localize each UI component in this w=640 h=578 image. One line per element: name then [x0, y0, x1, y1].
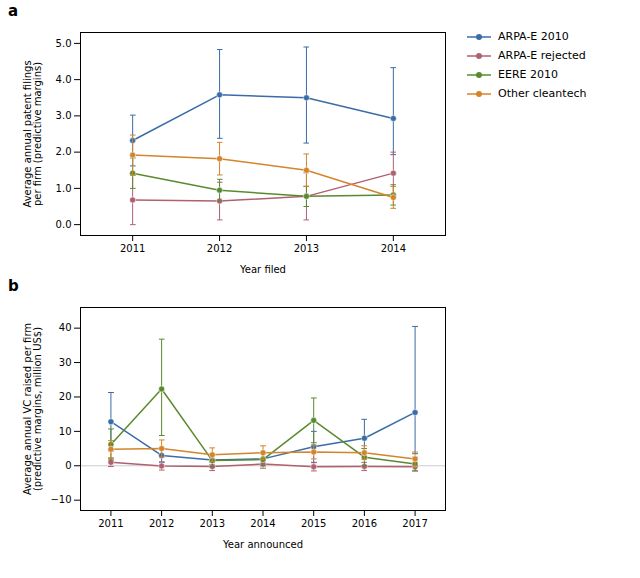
svg-text:3.0: 3.0 — [56, 110, 72, 121]
html-text:a: a — [8, 2, 19, 20]
svg-text:2015: 2015 — [301, 518, 326, 529]
svg-text:Average annual patent filingsp: Average annual patent filingsper firm (p… — [22, 60, 43, 207]
svg-text:0: 0 — [65, 460, 71, 471]
svg-text:Year filed: Year filed — [239, 264, 286, 275]
html-text:EERE 2010: EERE 2010 — [498, 68, 558, 81]
svg-text:Year announced: Year announced — [222, 539, 303, 550]
svg-text:2017: 2017 — [402, 518, 427, 529]
svg-text:2013: 2013 — [200, 518, 225, 529]
svg-text:2.0: 2.0 — [56, 146, 72, 157]
svg-text:2011: 2011 — [120, 243, 145, 254]
svg-text:2012: 2012 — [207, 243, 232, 254]
svg-text:Average annual VC raised per f: Average annual VC raised per firm(predic… — [22, 323, 43, 495]
svg-text:30: 30 — [59, 357, 72, 368]
svg-text:4.0: 4.0 — [56, 74, 72, 85]
html-text:b: b — [8, 277, 19, 295]
html-text:Other cleantech: Other cleantech — [498, 87, 587, 100]
svg-text:20: 20 — [59, 391, 72, 402]
svg-text:2014: 2014 — [250, 518, 275, 529]
svg-text:40: 40 — [59, 322, 72, 333]
html-text:ARPA-E rejected: ARPA-E rejected — [498, 49, 586, 62]
svg-text:2012: 2012 — [149, 518, 174, 529]
svg-text:0.0: 0.0 — [56, 219, 72, 230]
svg-text:2014: 2014 — [381, 243, 406, 254]
svg-text:−10: −10 — [50, 494, 71, 505]
svg-text:10: 10 — [59, 426, 72, 437]
svg-text:1.0: 1.0 — [56, 183, 72, 194]
svg-text:5.0: 5.0 — [56, 38, 72, 49]
svg-text:2013: 2013 — [294, 243, 319, 254]
svg-text:2011: 2011 — [98, 518, 123, 529]
svg-text:2016: 2016 — [352, 518, 377, 529]
html-text:ARPA-E 2010: ARPA-E 2010 — [498, 30, 569, 43]
